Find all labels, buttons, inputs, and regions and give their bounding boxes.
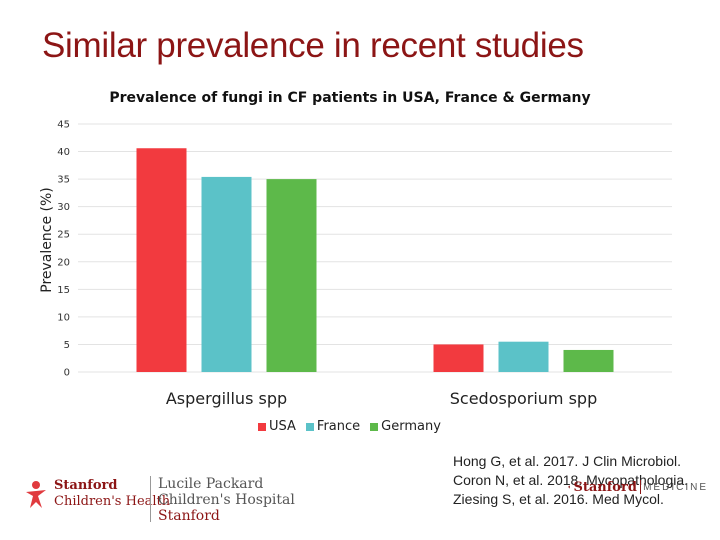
bar-france-aspergillus <box>201 176 252 372</box>
legend-swatch-germany <box>370 422 379 431</box>
y-tick-label: 35 <box>57 175 70 186</box>
x-tick-label: Scedosporium spp <box>450 389 598 408</box>
logo-stanford-text: Stanford <box>573 479 637 495</box>
chart-title: Prevalence of fungi in CF patients in US… <box>109 90 591 106</box>
bar-germany-scedosporium <box>563 349 614 372</box>
y-tick-label: 5 <box>64 340 70 351</box>
stanford-childrens-figure-icon <box>26 481 46 508</box>
logo-medicine-text: MEDICINE <box>643 481 708 493</box>
legend-swatch-france <box>305 422 314 431</box>
y-tick-label: 40 <box>57 147 70 158</box>
chart-legend: USA France Germany <box>258 419 441 434</box>
lpch-name-line2: Children's Hospital <box>158 492 295 508</box>
lpch-name-line3: Stanford <box>158 508 220 524</box>
y-tick-label: 45 <box>57 120 70 131</box>
lpch-name-line1: Lucile Packard <box>158 476 264 492</box>
bar-germany-aspergillus <box>266 179 317 372</box>
legend-label-france: France <box>316 419 361 434</box>
legend-item-usa: USA <box>258 419 296 434</box>
legend-item-france: France <box>305 419 361 434</box>
legend-item-germany: Germany <box>370 419 441 434</box>
sch-name-line1: Stanford <box>54 478 118 493</box>
legend-swatch-usa <box>258 422 266 431</box>
bar-usa-scedosporium <box>433 344 484 372</box>
stanford-medicine-logo: Stanford MEDICINE <box>568 476 708 498</box>
y-tick-label: 15 <box>57 285 70 296</box>
y-tick-label: 30 <box>57 202 70 213</box>
y-axis-label: Prevalence (%) <box>39 187 55 293</box>
legend-label-germany: Germany <box>381 419 441 434</box>
y-tick-labels: 0 5 10 15 20 25 30 35 40 45 <box>57 120 70 379</box>
x-tick-labels: Aspergillus spp Scedosporium spp <box>166 389 597 408</box>
bars <box>136 148 614 372</box>
reference-item: Coron N, et al. 2018. Mycopathologia. <box>453 472 689 488</box>
bar-usa-aspergillus <box>136 148 187 372</box>
legend-label-usa: USA <box>269 419 296 434</box>
reference-item: Ziesing S, et al. 2016. Med Mycol. <box>453 491 664 507</box>
y-tick-label: 20 <box>57 257 70 268</box>
y-tick-label: 0 <box>64 368 70 379</box>
slide-title: Similar prevalence in recent studies <box>42 26 584 65</box>
logo-divider <box>150 476 151 522</box>
reference-item: Hong G, et al. 2017. J Clin Microbiol. <box>453 453 681 469</box>
y-tick-label: 10 <box>57 312 70 323</box>
stanford-tree-icon <box>568 485 571 489</box>
y-tick-label: 25 <box>57 230 70 241</box>
sch-name-line2: Children's Health <box>54 494 171 509</box>
references: Hong G, et al. 2017. J Clin Microbiol. C… <box>453 452 688 509</box>
x-tick-label: Aspergillus spp <box>166 389 287 408</box>
bar-france-scedosporium <box>498 341 549 372</box>
stanford-childrens-health-logo: Stanford Children's Health Lucile Packar… <box>24 476 295 524</box>
